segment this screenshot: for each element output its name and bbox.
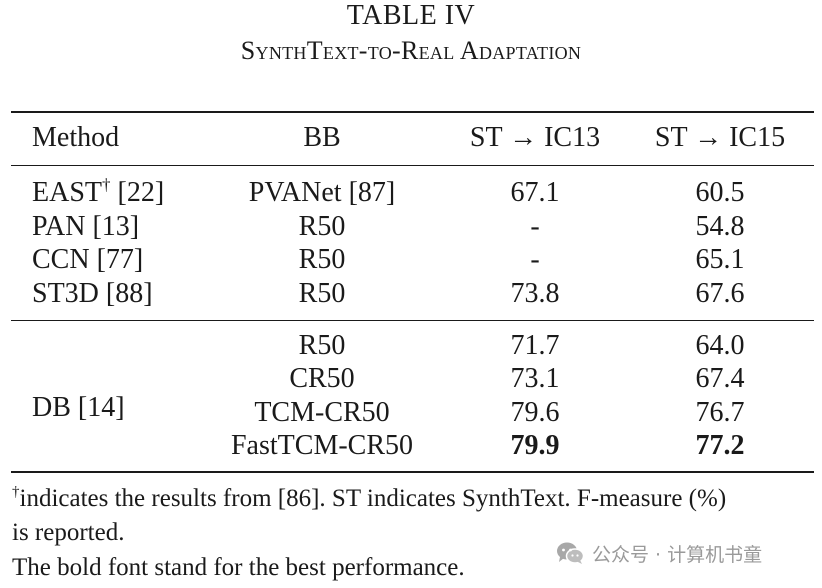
method-cell: PAN [13]: [32, 211, 140, 242]
footnote-text-1: indicates the results from [86]. ST indi…: [19, 485, 727, 512]
method-ref: [22]: [110, 177, 165, 208]
ic15-cell-best: 77.2: [695, 430, 745, 461]
method-cell: EAST† [22]: [32, 175, 165, 213]
method-cell-db: DB [14]: [32, 392, 125, 423]
ic13-cell: 67.1: [510, 177, 560, 208]
wechat-icon: [557, 542, 584, 564]
ic15-cell: 67.6: [695, 278, 745, 309]
footnote-line-1: †indicates the results from [86]. ST ind…: [12, 484, 726, 517]
table-subtitle: SynthText-to-Real Adaptation: [240, 36, 582, 65]
bb-cell: R50: [298, 278, 346, 309]
footnote-line-2: is reported.: [12, 519, 125, 546]
ic15-cell: 76.7: [695, 397, 745, 428]
method-name: EAST: [32, 177, 102, 208]
header-bb: BB: [303, 122, 341, 153]
watermark-text: 公众号 · 计算机书童: [592, 543, 763, 566]
method-cell: ST3D [88]: [32, 278, 153, 309]
bb-cell: R50: [298, 244, 346, 275]
bb-cell: R50: [298, 330, 346, 361]
ic13-cell: 73.8: [510, 278, 560, 309]
bb-cell: PVANet [87]: [248, 177, 396, 208]
table-title: TABLE IV: [346, 0, 476, 31]
top-rule: [11, 111, 814, 113]
bottom-rule: [11, 471, 814, 473]
header-st-ic13: ST → IC13: [469, 122, 601, 153]
ic13-cell: 71.7: [510, 330, 560, 361]
watermark: 公众号 · 计算机书童: [556, 538, 762, 568]
method-cell: CCN [77]: [32, 244, 144, 275]
ic13-cell: -: [530, 211, 540, 242]
footnote-line-3: The bold font stand for the best perform…: [12, 554, 465, 581]
ic15-cell: 65.1: [695, 244, 745, 275]
ic15-cell: 64.0: [695, 330, 745, 361]
ic15-cell: 67.4: [695, 363, 745, 394]
ic13-cell: -: [530, 244, 540, 275]
header-st-ic15: ST → IC15: [654, 122, 786, 153]
bb-cell: CR50: [289, 363, 355, 394]
bb-cell: TCM-CR50: [254, 397, 390, 428]
bb-cell: R50: [298, 211, 346, 242]
ic15-cell: 54.8: [695, 211, 745, 242]
ic13-cell: 73.1: [510, 363, 560, 394]
header-method: Method: [32, 122, 120, 153]
ic13-cell: 79.6: [510, 397, 560, 428]
ic15-cell: 60.5: [695, 177, 745, 208]
group-divider-rule: [11, 320, 814, 321]
ic13-cell-best: 79.9: [510, 430, 560, 461]
dagger-mark: †: [102, 175, 111, 194]
footnote-dagger: †: [12, 484, 20, 500]
bb-cell: FastTCM-CR50: [230, 430, 414, 461]
header-rule: [11, 165, 814, 166]
